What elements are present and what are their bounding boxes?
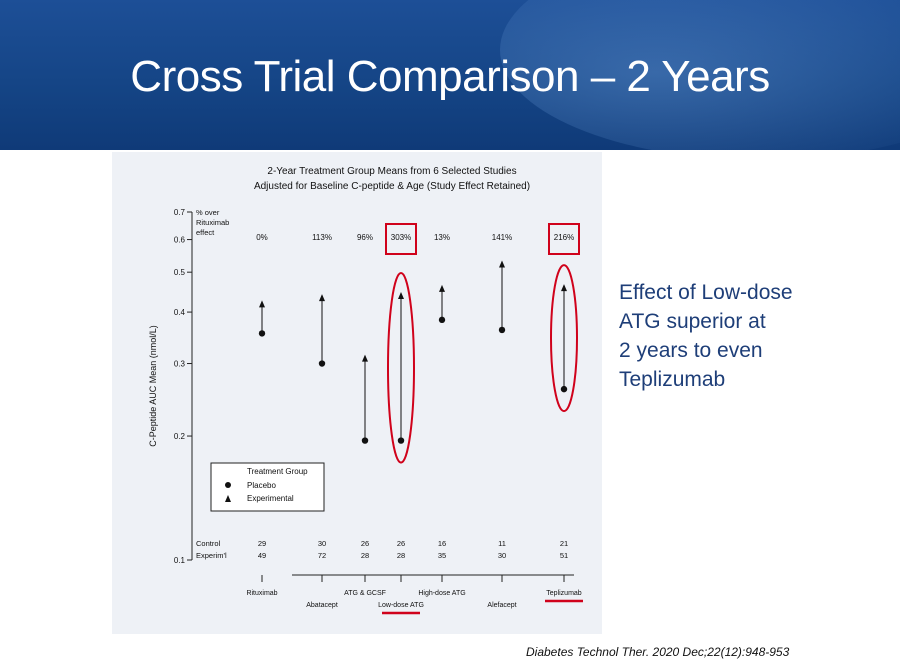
y-tick-label: 0.4 (174, 308, 186, 317)
pct-value: 216% (554, 233, 574, 242)
study-label: Abatacept (306, 602, 338, 609)
legend-placebo-marker (225, 482, 231, 488)
y-tick-label: 0.1 (174, 556, 186, 565)
sample-size: 35 (438, 551, 446, 560)
study-label: Rituximab (246, 590, 277, 597)
sample-size: 11 (498, 539, 506, 548)
study-label: Alefacept (487, 602, 516, 609)
side-note-line: Effect of Low-dose (619, 281, 793, 304)
sample-size: 29 (258, 539, 266, 548)
sample-size: 49 (258, 551, 266, 560)
pct-value: 13% (434, 233, 450, 242)
sample-size: 26 (361, 539, 369, 548)
pct-header-line: % over (196, 208, 220, 217)
chart-panel: 2-Year Treatment Group Means from 6 Sele… (112, 152, 602, 634)
sample-size: 21 (560, 539, 568, 548)
experimental-point (561, 284, 567, 292)
experimental-point (439, 284, 445, 292)
experimental-point (398, 292, 404, 300)
sample-size: 30 (498, 551, 506, 560)
y-tick-label: 0.5 (174, 268, 186, 277)
highlight-box (548, 223, 580, 255)
highlight-ellipse (387, 272, 415, 464)
highlight-box (385, 223, 417, 255)
sample-size: 28 (361, 551, 369, 560)
highlight-ellipse (550, 264, 578, 413)
study-label: High-dose ATG (418, 590, 465, 597)
study-label: ATG & GCSF (344, 590, 386, 597)
slide-title: Cross Trial Comparison – 2 Years (130, 52, 770, 101)
chart-subtitle: Adjusted for Baseline C-peptide & Age (S… (254, 181, 530, 192)
sample-size: 51 (560, 551, 568, 560)
sample-size: 28 (397, 551, 405, 560)
pct-value: 0% (256, 233, 268, 242)
sample-size: 26 (397, 539, 405, 548)
pct-value: 113% (312, 233, 332, 242)
pct-value: 141% (492, 233, 512, 242)
placebo-point (318, 360, 326, 367)
study-label: Low-dose ATG (378, 602, 424, 609)
chart-title: 2-Year Treatment Group Means from 6 Sele… (267, 166, 516, 177)
placebo-point (560, 385, 568, 393)
pct-value: 303% (391, 233, 411, 242)
sample-row-label: Control (196, 539, 221, 548)
pct-value: 96% (357, 233, 373, 242)
sample-size: 72 (318, 551, 326, 560)
y-tick-label: 0.3 (174, 360, 186, 369)
slide-header: Cross Trial Comparison – 2 Years (0, 0, 900, 150)
sample-row-label: Experim'l (196, 551, 227, 560)
experimental-point (499, 260, 505, 268)
sample-size: 16 (438, 539, 446, 548)
experimental-point (259, 300, 265, 308)
placebo-point (258, 330, 266, 337)
placebo-point (397, 437, 405, 444)
y-tick-label: 0.2 (174, 432, 186, 441)
side-note-line: Teplizumab (619, 368, 726, 391)
y-axis-label: C-Peptide AUC Mean (nmol/L) (148, 325, 158, 447)
y-tick-label: 0.7 (174, 208, 186, 217)
legend-experimental-marker (225, 495, 231, 502)
side-note-line: ATG superior at (619, 310, 766, 333)
study-label: Teplizumab (546, 590, 582, 597)
experimental-point (362, 354, 368, 362)
placebo-point (438, 316, 446, 324)
legend-entry: Experimental (247, 494, 294, 503)
c-peptide-chart: 2-Year Treatment Group Means from 6 Sele… (148, 166, 583, 615)
side-note-line: 2 years to even (619, 339, 763, 362)
legend-title: Treatment Group (247, 467, 308, 476)
placebo-point (498, 326, 506, 334)
legend-entry: Placebo (247, 481, 276, 490)
sample-size: 30 (318, 539, 326, 548)
placebo-point (361, 437, 369, 444)
y-tick-label: 0.6 (174, 236, 186, 245)
citation: Diabetes Technol Ther. 2020 Dec;22(12):9… (526, 645, 790, 659)
side-note: Effect of Low-dose ATG superior at 2 yea… (619, 278, 819, 394)
pct-header-line: effect (196, 228, 215, 237)
pct-header-line: Rituximab (196, 218, 229, 227)
experimental-point (319, 294, 325, 302)
